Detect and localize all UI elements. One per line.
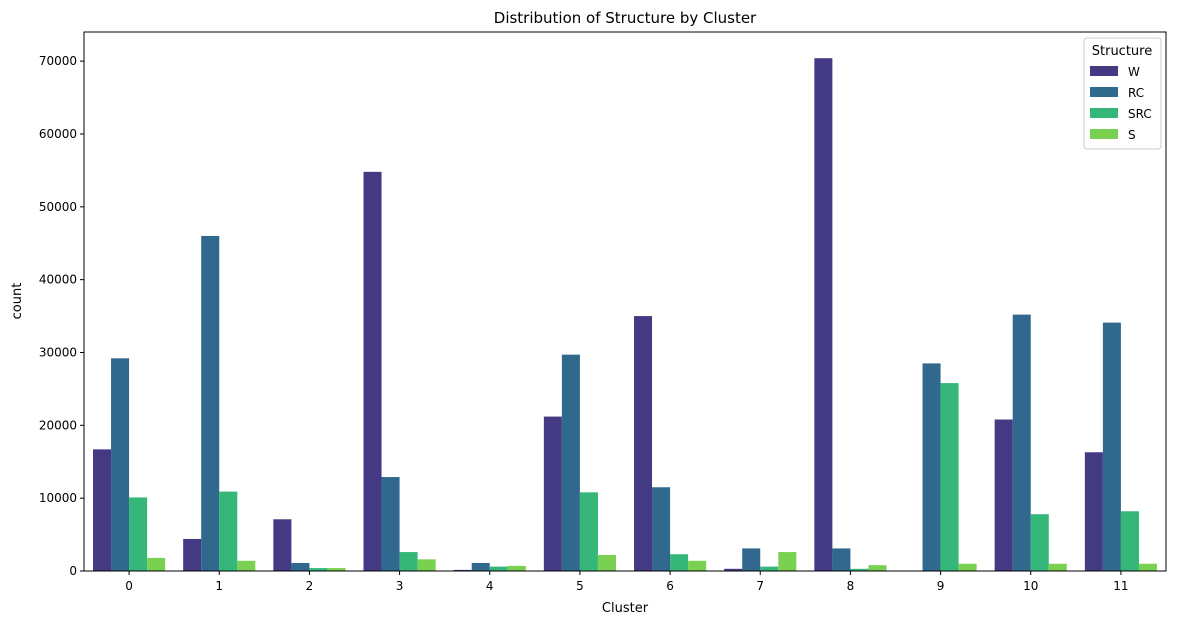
- bar-src-cluster-0: [129, 497, 148, 571]
- y-tick-label: 30000: [39, 345, 77, 359]
- bar-rc-cluster-2: [291, 562, 310, 571]
- bar-rc-cluster-5: [561, 354, 580, 571]
- bar-s-cluster-8: [868, 565, 887, 571]
- bar-src-cluster-1: [219, 491, 238, 571]
- bar-src-cluster-4: [489, 566, 508, 571]
- y-axis: 0 10000 20000 30000 40000 50000 60000 70000: [39, 54, 84, 578]
- bar-s-cluster-6: [688, 560, 707, 571]
- bar-w-cluster-5: [543, 416, 562, 571]
- y-tick-label: 50000: [39, 200, 77, 214]
- chart-title: Distribution of Structure by Cluster: [494, 9, 757, 27]
- x-tick-label: 2: [306, 579, 314, 593]
- bar-s-cluster-2: [327, 568, 346, 571]
- bar-rc-cluster-3: [381, 477, 400, 571]
- bar-w-cluster-11: [1084, 452, 1103, 571]
- y-tick-label: 0: [69, 564, 77, 578]
- bar-w-cluster-7: [724, 568, 743, 571]
- legend-box: [1083, 37, 1162, 150]
- bar-s-cluster-11: [1138, 563, 1157, 571]
- bar-src-cluster-6: [670, 554, 689, 571]
- bar-w-cluster-2: [273, 519, 292, 571]
- bar-src-cluster-2: [309, 568, 328, 571]
- legend-label-w: W: [1128, 65, 1140, 79]
- bar-w-cluster-10: [994, 419, 1013, 571]
- y-tick-label: 10000: [39, 491, 77, 505]
- legend-label-rc: RC: [1128, 86, 1144, 100]
- bar-src-cluster-9: [940, 383, 959, 571]
- x-tick-label: 9: [937, 579, 945, 593]
- x-tick-label: 1: [215, 579, 223, 593]
- plot-frame: [83, 31, 1167, 572]
- bar-w-cluster-1: [183, 538, 202, 571]
- y-tick-label: 20000: [39, 418, 77, 432]
- bar-rc-cluster-0: [111, 358, 130, 571]
- bar-src-cluster-7: [760, 566, 779, 571]
- x-tick-label: 0: [125, 579, 133, 593]
- y-tick-label: 40000: [39, 273, 77, 287]
- legend-swatch-w: [1090, 66, 1118, 76]
- bar-rc-cluster-8: [832, 548, 851, 571]
- bars-group: [93, 58, 1157, 572]
- x-tick-label: 7: [756, 579, 764, 593]
- legend-swatch-src: [1090, 108, 1118, 118]
- bar-rc-cluster-11: [1102, 322, 1121, 571]
- bar-s-cluster-1: [237, 560, 256, 571]
- bar-w-cluster-6: [634, 316, 653, 571]
- legend-label-src: SRC: [1128, 107, 1152, 121]
- bar-rc-cluster-7: [742, 548, 761, 571]
- y-axis-label: count: [10, 283, 25, 320]
- x-tick-label: 11: [1113, 579, 1128, 593]
- x-axis-label: Cluster: [602, 601, 649, 616]
- bar-s-cluster-0: [147, 557, 166, 571]
- bar-src-cluster-3: [399, 552, 418, 571]
- bar-w-cluster-4: [453, 569, 472, 571]
- bar-w-cluster-8: [814, 58, 833, 572]
- y-tick-label: 70000: [39, 54, 77, 68]
- bar-s-cluster-7: [778, 552, 797, 571]
- bar-src-cluster-10: [1030, 514, 1049, 571]
- bar-s-cluster-3: [417, 559, 436, 571]
- bar-w-cluster-3: [363, 171, 382, 571]
- bar-rc-cluster-6: [652, 487, 671, 571]
- x-tick-label: 3: [396, 579, 404, 593]
- x-tick-label: 4: [486, 579, 494, 593]
- x-tick-label: 10: [1023, 579, 1038, 593]
- bar-src-cluster-5: [579, 492, 598, 571]
- y-tick-label: 60000: [39, 127, 77, 141]
- bar-src-cluster-8: [850, 568, 869, 571]
- legend: Structure W RC SRC S: [1083, 37, 1162, 150]
- bar-s-cluster-4: [507, 565, 526, 571]
- bar-rc-cluster-10: [1012, 314, 1031, 571]
- legend-title: Structure: [1092, 44, 1152, 59]
- x-axis: 0 1 2 3 4 5 6 7 8 9 10 11: [125, 571, 1129, 593]
- x-tick-label: 5: [576, 579, 584, 593]
- bar-src-cluster-11: [1120, 511, 1139, 571]
- bar-s-cluster-5: [597, 554, 616, 571]
- bar-s-cluster-9: [958, 563, 977, 571]
- legend-swatch-s: [1090, 129, 1118, 139]
- bar-rc-cluster-4: [471, 562, 490, 571]
- bar-rc-cluster-1: [201, 235, 220, 571]
- legend-label-s: S: [1128, 128, 1136, 142]
- bar-w-cluster-0: [93, 449, 112, 571]
- x-tick-label: 6: [666, 579, 674, 593]
- bar-s-cluster-10: [1048, 563, 1067, 571]
- bar-rc-cluster-9: [922, 363, 941, 571]
- x-tick-label: 8: [847, 579, 855, 593]
- legend-swatch-rc: [1090, 87, 1118, 97]
